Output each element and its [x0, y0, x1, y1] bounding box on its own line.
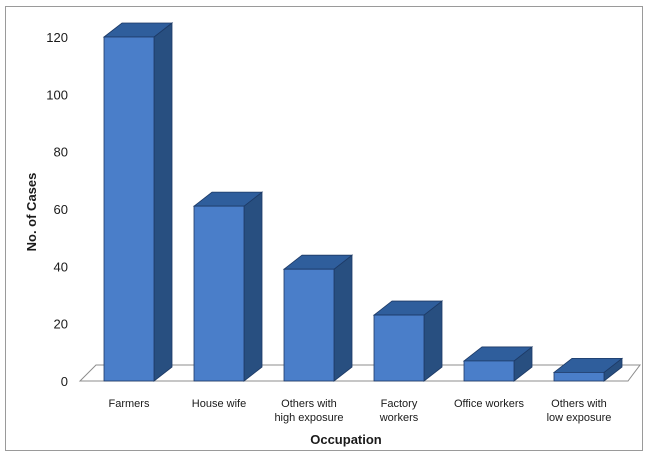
bar-side	[333, 254, 353, 382]
y-tick-label: 60	[54, 202, 68, 217]
y-tick-label: 100	[46, 87, 68, 102]
y-axis-title: No. of Cases	[24, 173, 39, 252]
y-tick-label: 0	[61, 374, 68, 389]
bar-front	[553, 371, 605, 382]
x-tick-label: Factory workers	[379, 398, 419, 424]
bar-front	[193, 205, 245, 382]
y-tick-label: 40	[54, 259, 68, 274]
x-tick-label: Others with high exposure	[274, 398, 343, 424]
bar	[102, 22, 174, 382]
x-tick-label: House wife	[192, 398, 246, 410]
bar	[372, 300, 444, 382]
x-tick-label: Farmers	[109, 398, 150, 410]
y-tick-label: 120	[46, 30, 68, 45]
bar-front	[463, 360, 515, 382]
bar	[462, 346, 534, 382]
x-tick-label: Others with low exposure	[547, 398, 612, 424]
bar-front	[283, 268, 335, 382]
x-axis-title: Occupation	[310, 432, 382, 447]
y-tick-label: 20	[54, 317, 68, 332]
bar-side	[243, 191, 263, 382]
bar	[282, 254, 354, 382]
bar-side	[153, 22, 173, 382]
bar-front	[373, 314, 425, 382]
bar-front	[103, 36, 155, 382]
bar	[192, 191, 264, 382]
x-tick-label: Office workers	[454, 398, 525, 410]
y-tick-label: 80	[54, 145, 68, 160]
bar	[552, 357, 624, 382]
